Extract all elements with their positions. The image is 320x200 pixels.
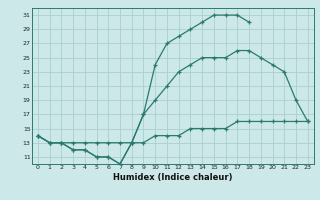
X-axis label: Humidex (Indice chaleur): Humidex (Indice chaleur): [113, 173, 233, 182]
